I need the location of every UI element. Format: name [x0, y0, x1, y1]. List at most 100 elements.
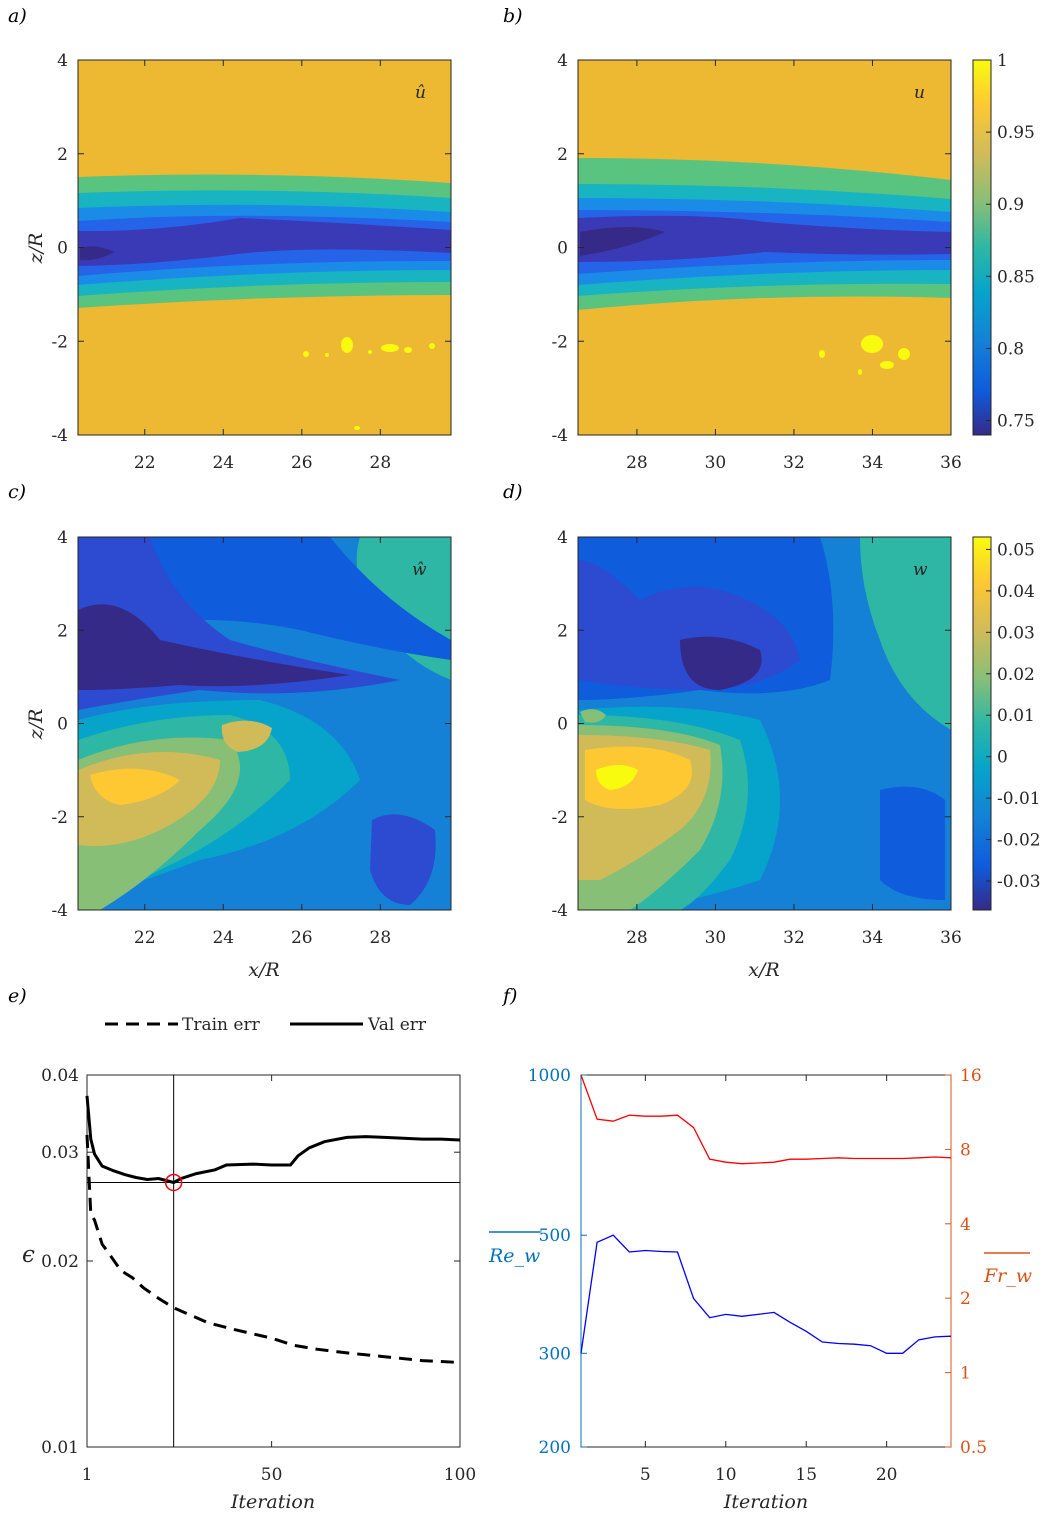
contour-band — [78, 537, 451, 700]
right-axis-label-text: Fr_w — [983, 1265, 1032, 1287]
field-label: w — [913, 560, 928, 580]
x-tick-label: 100 — [444, 1465, 476, 1485]
colorbar-tick-label: 0.02 — [997, 665, 1035, 685]
series-line-fr-w — [580, 1074, 952, 1165]
legend-item-train: Train err — [182, 1015, 261, 1035]
yellow-spots — [819, 335, 910, 375]
panel-label-e: e) — [8, 985, 27, 1007]
y-tick-label: 0.01 — [41, 1438, 79, 1458]
min-marker-circle — [164, 1173, 183, 1192]
contour-band — [221, 720, 272, 752]
x-tick-label: 28 — [626, 453, 648, 473]
yellow-spots — [303, 337, 435, 430]
contour-band — [596, 765, 638, 790]
colorbar — [972, 59, 992, 436]
contour-plot-w: w x/R 420-2-4 28 30 32 34 36 0.050.040.030.0… — [551, 528, 1040, 981]
panel-label-c: c) — [8, 481, 26, 503]
panel-label-b: b) — [503, 5, 523, 27]
colorbar-ticks: 0.05 0.04 0.03 0.02 0.01 0 -0.01 -0.02 -0.03 — [986, 540, 1041, 892]
x-ticks: 28 30 32 34 36 — [626, 60, 962, 473]
left-tick-label: 500 — [539, 1226, 571, 1246]
contour-band — [78, 218, 451, 266]
right-tick-label: 1 — [960, 1364, 971, 1384]
x-axis-label: Iteration — [230, 1491, 315, 1513]
colorbar-tick-label: 1 — [997, 51, 1008, 71]
y-tick-label: 0.02 — [41, 1252, 79, 1272]
x-tick-label: 22 — [134, 928, 156, 948]
y-ticks: 0.04 0.03 0.02 0.01 — [41, 1066, 460, 1458]
left-tick-label: 1000 — [528, 1066, 571, 1086]
y-ticks: 4 2 0 -2 -4 — [51, 528, 451, 921]
x-tick-label: 28 — [370, 928, 392, 948]
y-tick-label: 4 — [557, 51, 568, 71]
x-tick-label: 26 — [291, 928, 313, 948]
right-axis-label: Fr_w — [983, 1252, 1032, 1287]
y-tick-label: -4 — [551, 426, 568, 446]
panel-label-d: d) — [503, 481, 523, 503]
colorbar-tick-label: 0.85 — [997, 267, 1035, 287]
x-ticks: 28 30 32 34 36 — [626, 537, 962, 948]
contour-band — [80, 246, 115, 261]
x-tick-label: 10 — [715, 1465, 737, 1485]
plot-area — [580, 1074, 952, 1448]
left-axis-label: Re_w — [488, 1231, 540, 1267]
y-tick-label: -4 — [51, 901, 68, 921]
x-tick-label: 20 — [876, 1465, 898, 1485]
right-tick-label: 4 — [960, 1215, 971, 1235]
x-tick-label: 24 — [212, 453, 234, 473]
left-ticks: 1000 500 300 200 — [528, 1066, 587, 1458]
contour-band — [680, 636, 762, 690]
colorbar-tick-label: 0.05 — [997, 540, 1035, 560]
contour-plot-w-hat: ŵ z/R x/R 4 2 0 -2 -4 22 24 26 28 — [25, 528, 452, 981]
x-tick-label: 24 — [212, 928, 234, 948]
y-tick-label: -4 — [551, 901, 568, 921]
colorbar-tick-label: 0.95 — [997, 123, 1035, 143]
y-tick-label: 4 — [557, 528, 568, 548]
y-tick-label: 4 — [57, 51, 68, 71]
y-tick-label: -2 — [51, 332, 68, 352]
colorbar-tick-label: 0.75 — [997, 412, 1035, 432]
panel-label-f: f) — [501, 985, 517, 1007]
series-line-train-err — [85, 1134, 461, 1364]
x-tick-label: 30 — [705, 453, 727, 473]
left-tick-label: 200 — [539, 1438, 571, 1458]
y-axis-label: z/R — [25, 233, 47, 265]
series-lines — [580, 1074, 952, 1354]
y-tick-label: 0 — [57, 715, 68, 735]
x-tick-label: 50 — [261, 1465, 283, 1485]
crosshair — [87, 1075, 460, 1447]
contour-band — [580, 227, 665, 256]
x-tick-label: 22 — [134, 453, 156, 473]
y-axis-label: ϵ — [22, 1242, 35, 1268]
series-lines — [85, 1095, 461, 1364]
y-ticks: 4 2 0 -2 -4 — [51, 51, 451, 446]
left-tick-label: 300 — [539, 1344, 571, 1364]
x-axis-label: x/R — [248, 959, 279, 981]
plot-area — [86, 1074, 461, 1448]
x-tick-label: 34 — [862, 928, 884, 948]
legend-item-val: Val err — [367, 1015, 427, 1035]
y-tick-label: 0 — [557, 239, 568, 259]
right-tick-label: 0.5 — [960, 1438, 987, 1458]
contour-band — [78, 604, 350, 690]
x-tick-label: 28 — [626, 928, 648, 948]
y-tick-label: 0.03 — [41, 1143, 79, 1163]
x-tick-label: 32 — [783, 928, 805, 948]
x-tick-label: 1 — [82, 1465, 93, 1485]
field-label: û — [415, 83, 426, 103]
y-axis-label: z/R — [25, 709, 47, 741]
panel-label-a: a) — [8, 5, 27, 27]
colorbar-tick-label: 0.9 — [997, 195, 1024, 215]
colorbar-tick-label: 0.03 — [997, 623, 1035, 643]
x-tick-label: 32 — [783, 453, 805, 473]
series-line-val-err — [85, 1095, 461, 1185]
x-tick-label: 26 — [291, 453, 313, 473]
x-tick-label: 34 — [862, 453, 884, 473]
right-ticks: 16 8 4 2 1 0.5 — [945, 1066, 987, 1458]
y-tick-label: 2 — [57, 621, 68, 641]
colorbar-tick-label: -0.02 — [997, 831, 1041, 851]
x-tick-label: 28 — [370, 453, 392, 473]
error-plot: Train err Val err 0.04 0.03 0.02 0.01 1 50 10… — [22, 1015, 476, 1513]
contour-band — [580, 709, 606, 723]
